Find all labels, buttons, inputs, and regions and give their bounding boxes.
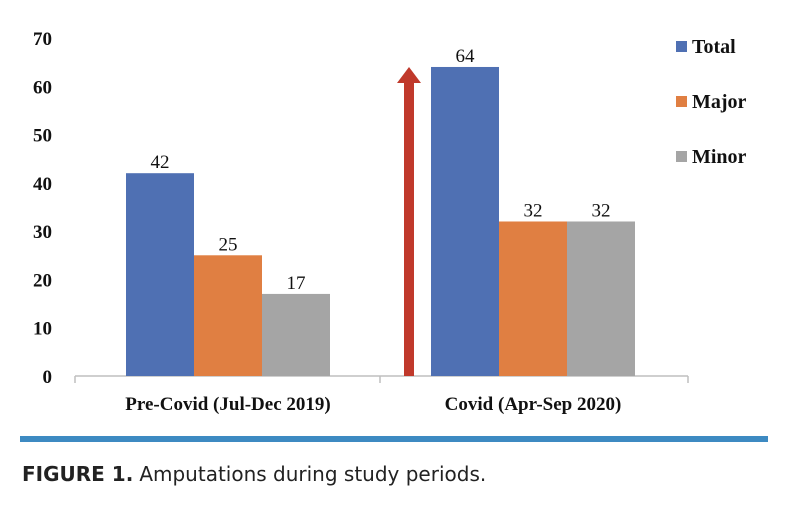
data-label-total-2: 64 [456, 46, 476, 67]
legend-swatch-major [676, 96, 687, 107]
data-labels: 42 64 25 32 17 32 [151, 46, 611, 294]
bar-major-1 [194, 255, 262, 376]
bar-total-1 [126, 173, 194, 376]
y-tick-label: 20 [33, 270, 52, 291]
legend-label-major: Major [692, 91, 747, 113]
data-label-total-1: 42 [151, 152, 170, 173]
y-axis-ticks: 0 10 20 30 40 50 60 70 [33, 29, 689, 388]
bar-minor-2 [567, 221, 635, 376]
caption-divider [20, 436, 768, 442]
y-tick-label: 30 [33, 222, 52, 243]
legend-label-minor: Minor [692, 146, 747, 168]
bars [126, 66, 635, 376]
arrow-head [397, 66, 421, 83]
y-tick-label: 40 [33, 174, 52, 195]
bar-minor-1 [262, 293, 330, 376]
y-tick-label: 10 [33, 319, 52, 340]
category-label: Pre-Covid (Jul-Dec 2019) [125, 394, 330, 415]
legend: Total Major Minor [676, 36, 747, 168]
caption-text: Amputations during study periods. [139, 462, 487, 486]
category-label: Covid (Apr-Sep 2020) [445, 394, 622, 415]
bar-chart: 0 10 20 30 40 50 60 70 42 64 25 32 17 32 Pre-Covid (… [33, 29, 747, 415]
legend-swatch-total [676, 41, 687, 52]
data-label-major-1: 25 [219, 234, 238, 255]
bar-major-2 [499, 221, 567, 376]
y-tick-label: 50 [33, 126, 52, 147]
x-axis-category-labels: Pre-Covid (Jul-Dec 2019) Covid (Apr-Sep 2… [125, 394, 621, 415]
arrow-shaft [404, 80, 414, 376]
caption-label: FIGURE 1. [22, 462, 134, 486]
data-label-minor-2: 32 [592, 200, 611, 221]
data-label-minor-1: 17 [287, 273, 306, 294]
y-tick-label: 60 [33, 77, 52, 98]
trend-arrows [397, 66, 421, 376]
legend-swatch-minor [676, 151, 687, 162]
bar-total-2 [431, 66, 499, 376]
y-tick-label: 0 [43, 367, 53, 388]
legend-label-total: Total [692, 36, 736, 58]
y-tick-label: 70 [33, 29, 52, 50]
data-label-major-2: 32 [524, 200, 543, 221]
figure-caption: FIGURE 1. Amputations during study period… [22, 462, 486, 486]
